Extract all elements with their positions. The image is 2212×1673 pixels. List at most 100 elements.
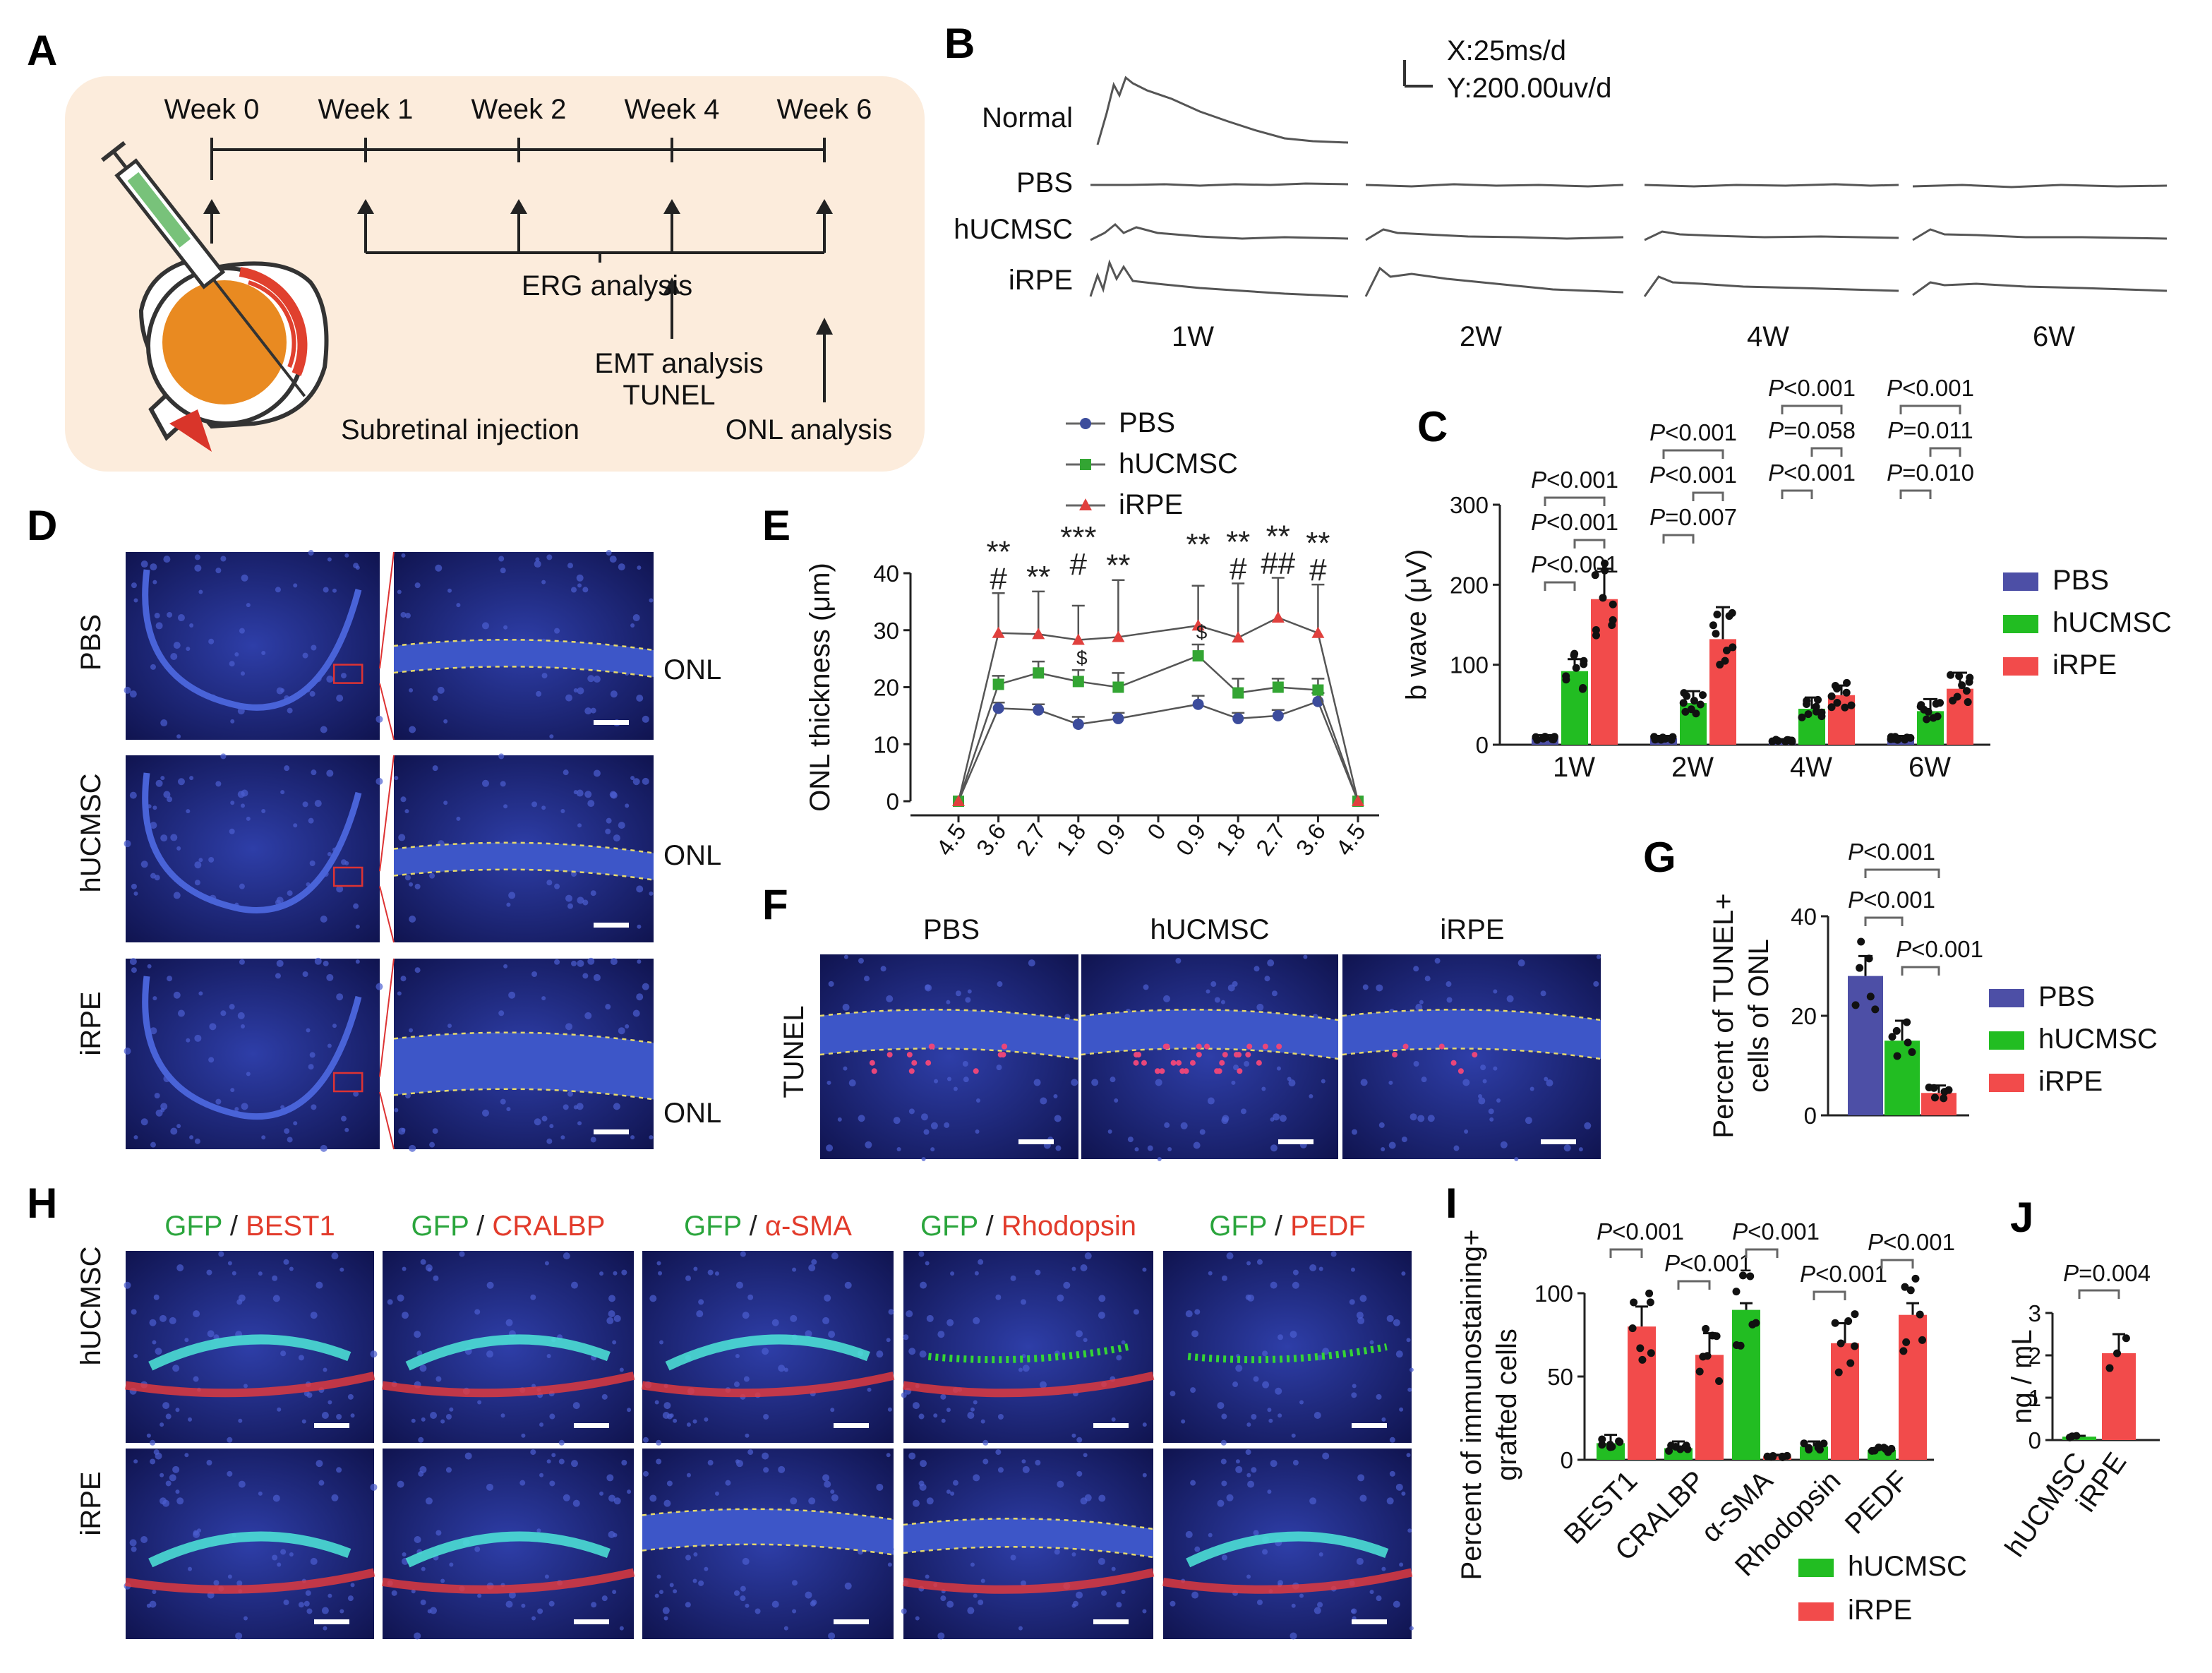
stain-image-hucmsc-3-nucleus [1076,1330,1083,1338]
chart-i-data-point [1606,1441,1614,1449]
stain-image-irpe-3-nucleus [946,1489,951,1494]
stain-image-hucmsc-2-stain-signal [642,1371,895,1398]
stain-image-hucmsc-0-nucleus [370,1350,378,1358]
tunel-image-0-nucleus [921,1156,926,1161]
stain-image-hucmsc-1-nucleus [411,1418,416,1423]
stain-image-hucmsc-0-nucleus [331,1252,339,1260]
stain-image-hucmsc-2-nucleus [808,1264,816,1271]
chart-j-y-label: ng / mL [2007,1329,2038,1423]
tunel-image-0-scale-bar [1018,1139,1054,1144]
chart-e-significance-mark: # [1230,552,1247,587]
stain-image-hucmsc-1-nucleus [549,1413,555,1420]
erg-trace-pbs-6w [1912,184,2168,188]
stain-image-hucmsc-1-nucleus [563,1252,570,1260]
chart-g-legend-label: iRPE [2038,1066,2103,1097]
stain-image-irpe-0-nucleus [227,1470,233,1477]
stain-image-irpe-3 [901,1449,1155,1640]
stain-image-hucmsc-2-nucleus [783,1367,788,1372]
erg-trace-hucmsc-6w [1912,228,2168,241]
chart-c-data-point [1712,630,1720,638]
tunel-image-2-nucleus [1446,997,1453,1003]
scale-bar [1403,60,1433,88]
retina-overview-2-nucleus [326,973,334,981]
stain-image-irpe-1-nucleus [402,1552,407,1557]
stain-image-irpe-0-scale-bar [314,1619,349,1624]
stain-image-irpe-1-nucleus [621,1460,627,1466]
chart-i-data-point [1748,1320,1757,1329]
stain-image-hucmsc-1-nucleus [599,1271,604,1276]
stain-image-irpe-4-nucleus [1407,1528,1412,1533]
stain-image-irpe-3-nucleus [950,1491,955,1496]
stain-image-irpe-2-nucleus [790,1497,798,1505]
stain-image-hucmsc-3-nucleus [1083,1338,1088,1343]
chart-c-data-point [1601,559,1609,568]
retina-zoom-1-nucleus [606,817,612,824]
tunel-image-1-red-signal [1133,1060,1139,1066]
retina-zoom-2-onl-boundary [393,1031,654,1044]
retina-overview-2-nucleus [170,1127,178,1135]
stain-image-irpe-1-stain-signal [382,1568,635,1594]
retina-zoom-0-nucleus [567,563,573,569]
stain-image-irpe-1-nucleus [551,1453,556,1458]
chart-i-data-point [1715,1377,1724,1385]
tunel-image-2-nucleus [1376,984,1383,992]
stain-image-hucmsc-3-nucleus [1111,1417,1116,1422]
stain-image-irpe-2-nucleus [783,1626,788,1631]
stain-image-irpe-3-stain-signal [903,1568,1155,1594]
stain-image-hucmsc-2-nucleus [867,1387,872,1392]
chart-c-pvalue-bracket [1781,489,1813,499]
stain-image-hucmsc-0-nucleus [243,1384,248,1389]
chart-g-y-tick-label: 0 [1804,1103,1817,1129]
tunel-image-0-nucleus [837,1117,842,1122]
chart-e-x-tick-label: 0.9 [1091,819,1131,861]
chart-c-x-tick-label: 1W [1553,752,1595,783]
chart-c-data-point [1916,702,1925,711]
retina-overview-0-nucleus [275,587,281,593]
stain-image-hucmsc-2-nucleus [643,1437,649,1443]
timeline-week-4: Week 4 [625,94,720,125]
stain-image-hucmsc-0-nucleus [184,1338,189,1343]
retina-zoom-0-scale-bar [594,720,629,725]
stain-image-hucmsc-3-nucleus [941,1418,946,1423]
tunel-image-2-background [1342,954,1601,1159]
chart-c-data-point [1721,656,1729,665]
retina-zoom-0-nucleus [535,557,540,562]
stain-image-irpe-2-nucleus [643,1470,649,1477]
retina-overview-0-nucleus [177,614,185,622]
tunel-image-0-red-signal [886,1052,893,1058]
chart-c-data-point [1932,700,1940,708]
erg-trace-normal [1096,76,1349,145]
chart-i-pvalue-bracket [1880,1259,1914,1269]
tunel-image-1-nucleus [1147,1145,1153,1151]
stain-image-irpe-2-nucleus [740,1595,746,1602]
tunel-image-0-onl-boundary [819,1048,1079,1060]
retina-zoom-0-nucleus [404,613,411,619]
retina-overview-2-nucleus [160,1103,168,1110]
retina-overview-1-nucleus [240,803,245,808]
stain-image-hucmsc-4-nucleus [1251,1414,1257,1420]
retina-overview-1 [124,753,383,942]
stain-image-irpe-0-nucleus [133,1459,138,1464]
stain-image-irpe-2-nucleus [792,1609,797,1614]
zoom-connector [379,683,395,740]
retina-zoom-0-nucleus [577,687,584,695]
tunel-image-2-nucleus [1453,1145,1460,1151]
retina-zoom-2-nucleus [610,958,618,966]
stain-image-hucmsc-0-nucleus [162,1402,170,1410]
tunel-image-2-red-signal [1438,1043,1445,1050]
stain-image-irpe-3-nucleus [973,1593,978,1598]
stain-image-irpe-4-nucleus [1292,1460,1299,1466]
retina-overview-2-nucleus [198,991,203,996]
chart-c-data-point [1578,685,1587,693]
stain-column-header: GFP / PEDF [1209,1211,1366,1242]
chart-g-y-label: Percent of TUNEL+ [1708,893,1739,1138]
stain-image-irpe-1-nucleus [599,1491,604,1496]
retina-zoom-0-nucleus [541,673,548,679]
stain-image-hucmsc-1-nucleus [558,1439,565,1446]
tunel-images [819,954,1601,1161]
stain-image-hucmsc-1-nucleus [613,1271,618,1276]
stain-image-irpe-4-nucleus [1290,1632,1297,1640]
tunel-image-1-red-signal [1196,1043,1202,1050]
tunel-image-1-nucleus [1271,990,1278,997]
tunel-image-0-red-signal [925,1060,932,1066]
